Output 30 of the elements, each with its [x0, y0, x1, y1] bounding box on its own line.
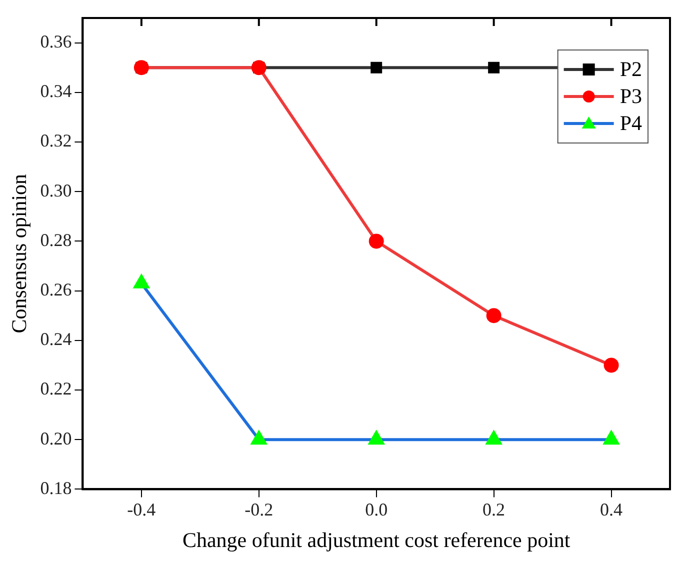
- point: [134, 274, 149, 288]
- y-tick-label: 0.32: [40, 130, 72, 151]
- point: [486, 431, 502, 445]
- y-tick-label: 0.34: [40, 81, 72, 102]
- y-tick-label: 0.26: [40, 280, 72, 300]
- x-axis-title: Change ofunit adjustment cost reference point: [182, 528, 570, 552]
- y-tick-label: 0.22: [40, 378, 72, 399]
- legend-label: P2: [620, 57, 642, 82]
- point: [604, 431, 619, 445]
- point: [604, 358, 619, 373]
- y-tick-label: 0.24: [40, 329, 72, 350]
- y-tick-label: 0.18: [40, 478, 72, 498]
- legend-label: P3: [620, 84, 642, 108]
- legend-label: P4: [620, 111, 642, 136]
- x-tick-label: 0.0: [365, 500, 388, 520]
- point: [488, 62, 500, 74]
- point: [368, 234, 384, 249]
- x-tick-label: 0.4: [600, 500, 623, 520]
- x-tick-label: -0.4: [127, 500, 156, 520]
- y-tick-label: 0.36: [40, 32, 72, 52]
- y-tick-label: 0.30: [40, 180, 72, 200]
- x-tick-label: -0.2: [244, 500, 274, 520]
- point: [368, 431, 384, 445]
- point: [251, 431, 266, 445]
- y-tick-label: 0.28: [40, 230, 72, 250]
- y-axis-title: Consensus opinion: [7, 173, 32, 334]
- point: [486, 308, 502, 324]
- x-tick-label: 0.2: [482, 500, 506, 520]
- y-tick-label: 0.20: [40, 428, 72, 448]
- point: [370, 62, 382, 74]
